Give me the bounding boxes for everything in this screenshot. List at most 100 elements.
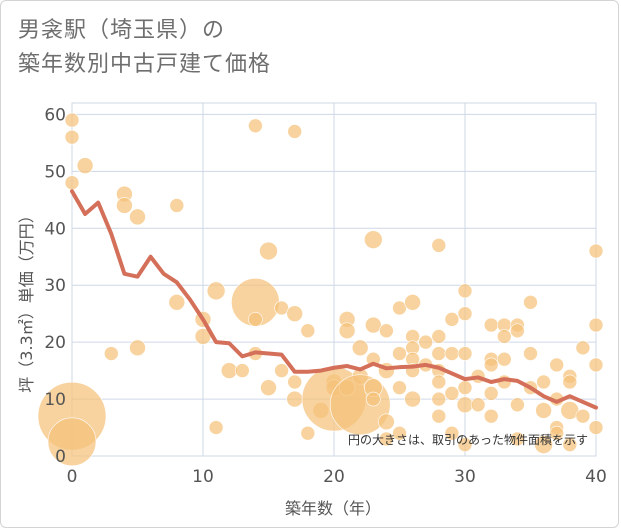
data-bubble bbox=[431, 408, 447, 424]
data-bubble bbox=[444, 386, 460, 401]
data-bubble bbox=[444, 425, 460, 441]
data-bubble bbox=[510, 431, 525, 447]
data-bubble bbox=[588, 357, 604, 373]
data-bubble bbox=[208, 420, 224, 435]
data-bubble bbox=[457, 306, 473, 321]
data-bubble bbox=[364, 316, 382, 334]
data-bubble bbox=[523, 294, 538, 310]
data-bubble bbox=[64, 112, 80, 128]
y-tick-label: 50 bbox=[44, 162, 66, 182]
x-tick-label: 10 bbox=[192, 467, 214, 487]
x-tick-label: 0 bbox=[67, 467, 78, 487]
x-axis-label: 築年数（年） bbox=[285, 499, 381, 518]
data-bubble bbox=[248, 118, 263, 134]
data-bubble bbox=[274, 363, 289, 378]
data-bubble bbox=[168, 293, 186, 311]
data-bubble bbox=[588, 317, 604, 333]
data-bubble bbox=[351, 339, 369, 357]
y-tick-label: 0 bbox=[55, 447, 66, 467]
data-bubble bbox=[287, 124, 303, 139]
x-tick-labels: 0 10 20 30 40 bbox=[67, 467, 607, 487]
title-line-2: 築年数別中古戸建て価格 bbox=[18, 52, 272, 77]
data-bubble bbox=[496, 329, 512, 344]
data-bubble bbox=[483, 317, 499, 333]
data-bubble bbox=[496, 351, 512, 367]
data-bubble bbox=[457, 380, 473, 395]
data-bubble bbox=[338, 322, 356, 340]
y-tick-label: 40 bbox=[44, 219, 66, 239]
data-bubble bbox=[510, 397, 525, 413]
data-bubble bbox=[64, 175, 80, 191]
data-bubble bbox=[431, 329, 447, 344]
data-bubble bbox=[379, 323, 394, 339]
data-bubble bbox=[431, 238, 447, 253]
data-bubble bbox=[260, 379, 277, 396]
data-bubble bbox=[235, 363, 250, 378]
data-bubble bbox=[483, 357, 499, 373]
data-bubble bbox=[431, 346, 447, 361]
data-bubble bbox=[392, 346, 407, 361]
data-bubble bbox=[365, 351, 381, 367]
x-tick-label: 40 bbox=[585, 467, 607, 487]
data-bubble bbox=[534, 435, 553, 454]
data-bubble bbox=[286, 390, 304, 408]
data-bubble bbox=[562, 437, 578, 452]
data-bubble bbox=[206, 281, 226, 301]
trend-layer bbox=[70, 189, 598, 410]
data-bubble bbox=[575, 340, 591, 356]
data-bubble bbox=[418, 334, 434, 350]
data-bubble bbox=[169, 198, 185, 213]
data-bubble bbox=[404, 390, 421, 408]
data-bubble bbox=[116, 197, 133, 214]
data-bubble bbox=[64, 129, 80, 145]
data-bubble bbox=[444, 346, 460, 361]
data-bubble bbox=[286, 305, 304, 322]
data-bubble bbox=[274, 300, 289, 316]
data-bubble bbox=[457, 437, 473, 452]
data-bubble bbox=[457, 283, 473, 299]
data-bubble bbox=[47, 417, 97, 467]
data-bubble bbox=[431, 374, 447, 390]
data-bubble bbox=[431, 391, 447, 407]
trend-line bbox=[70, 189, 598, 410]
y-tick-label: 20 bbox=[44, 333, 66, 353]
data-bubble bbox=[378, 413, 395, 431]
data-bubble bbox=[300, 425, 316, 441]
data-bubble bbox=[392, 425, 407, 441]
size-annotation: 円の大きさは、取引のあった物件面積を示す bbox=[348, 432, 588, 447]
data-bubble bbox=[483, 408, 499, 424]
data-bubble bbox=[248, 312, 263, 327]
data-bubble bbox=[549, 425, 565, 441]
data-bubble bbox=[549, 357, 565, 373]
data-bubble bbox=[129, 208, 146, 226]
chart-title: 男衾駅（埼玉県）の 築年数別中古戸建て価格 bbox=[18, 14, 271, 82]
data-bubble bbox=[536, 374, 551, 390]
data-bubble bbox=[129, 339, 146, 357]
data-bubble bbox=[523, 346, 538, 361]
data-bubble bbox=[588, 243, 604, 259]
x-tick-label: 20 bbox=[323, 467, 345, 487]
data-bubble bbox=[575, 408, 591, 424]
data-bubble bbox=[379, 431, 394, 447]
data-bubble bbox=[535, 402, 552, 419]
data-bubble bbox=[588, 420, 604, 435]
data-bubble bbox=[444, 312, 460, 327]
data-bubble bbox=[483, 386, 499, 401]
y-axis-label: 坪（3.3㎡）単価（万円） bbox=[17, 207, 36, 392]
data-bubble bbox=[457, 346, 473, 361]
data-bubble bbox=[220, 362, 238, 379]
data-bubble bbox=[510, 323, 525, 339]
y-tick-label: 60 bbox=[44, 105, 66, 125]
y-tick-label: 10 bbox=[44, 390, 66, 410]
data-bubble bbox=[363, 230, 383, 249]
data-bubble bbox=[392, 300, 407, 316]
title-line-1: 男衾駅（埼玉県）の bbox=[18, 18, 226, 43]
data-bubble bbox=[404, 293, 421, 311]
data-bubble bbox=[365, 391, 381, 407]
data-bubble bbox=[287, 374, 303, 390]
data-bubble bbox=[562, 374, 578, 390]
y-tick-labels: 0 10 20 30 40 50 60 bbox=[44, 105, 66, 467]
data-bubble bbox=[392, 380, 407, 395]
y-tick-label: 30 bbox=[44, 276, 66, 296]
